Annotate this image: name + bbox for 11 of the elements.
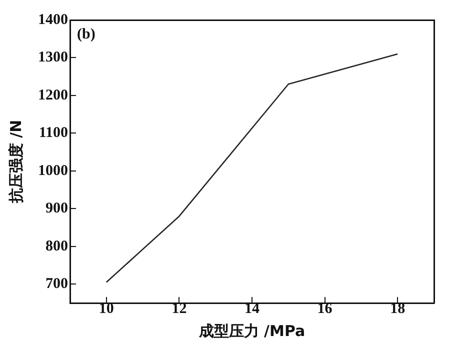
y-tick-label: 1000 bbox=[38, 162, 68, 179]
y-tick-label: 900 bbox=[46, 200, 68, 217]
annotation: (b) bbox=[77, 26, 96, 42]
y-tick-label: 1200 bbox=[38, 87, 68, 104]
y-tick-label: 800 bbox=[46, 238, 68, 254]
x-axis-title: 成型压力 /MPa bbox=[198, 322, 306, 340]
y-tick-label: 1300 bbox=[38, 50, 68, 66]
y-tick-label: 700 bbox=[46, 276, 68, 292]
y-axis-title: 抗压强度 /N bbox=[6, 120, 25, 204]
y-tick-label: 1400 bbox=[38, 12, 68, 28]
y-tick-label: 1100 bbox=[38, 125, 68, 142]
